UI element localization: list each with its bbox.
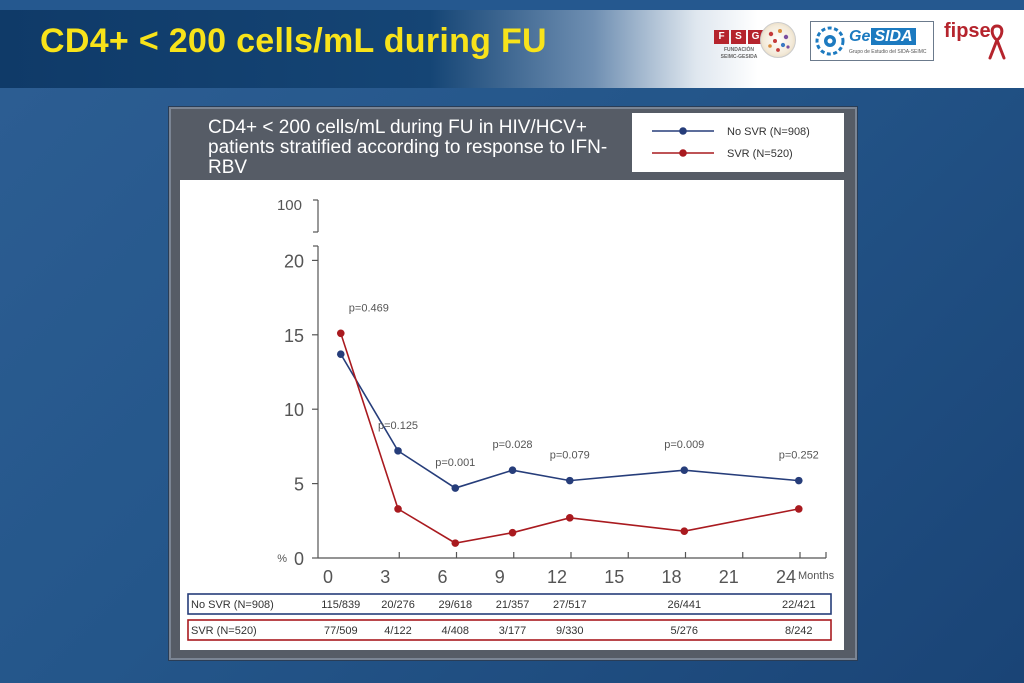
fsg-subtitle-2: SEIMC-GESIDA <box>720 54 758 60</box>
x-tick-label: 24 <box>776 567 796 587</box>
data-point-no-svr <box>565 476 574 485</box>
x-tick-label: 21 <box>719 567 739 587</box>
fsg-emblem-icon <box>760 22 796 58</box>
data-point-no-svr <box>680 466 689 475</box>
legend-box <box>632 113 844 172</box>
p-value-label: p=0.252 <box>779 450 819 462</box>
chart-title: CD4+ < 200 cells/mL during FU in HIV/HCV… <box>208 117 608 178</box>
data-point-svr <box>794 505 803 513</box>
table-cell: 5/276 <box>671 625 699 637</box>
fsg-letter-f: F <box>714 30 729 44</box>
p-value-label: p=0.079 <box>550 450 590 462</box>
fipse-wordmark: fipse <box>944 20 991 42</box>
fsg-subtitle-1: FUNDACIÓN <box>724 47 754 53</box>
data-point-svr <box>336 329 345 338</box>
table-row-label: No SVR (N=908) <box>191 599 274 611</box>
gesida-ge: Ge <box>849 28 871 45</box>
y-axis-label: % <box>277 553 287 565</box>
title-bar-strip <box>0 0 1024 10</box>
data-point-no-svr <box>394 447 402 455</box>
x-tick-label: 18 <box>661 567 681 587</box>
table-cell: 29/618 <box>438 599 472 611</box>
data-point-no-svr <box>336 350 345 358</box>
table-row-label: SVR (N=520) <box>191 625 257 637</box>
slide-title: CD4+ < 200 cells/mL during FU <box>40 22 547 60</box>
table-row-no-svr <box>187 593 832 615</box>
fsg-letter-g: G <box>748 30 763 44</box>
table-cell: 77/509 <box>324 625 358 637</box>
table-cell: 4/408 <box>442 625 470 637</box>
data-point-no-svr <box>794 476 803 485</box>
data-point-svr <box>451 539 460 547</box>
fipse-logo: fipse <box>944 18 1008 62</box>
y-tick-label: 100 <box>277 197 302 214</box>
fsg-logo: F S G FUNDACIÓN SEIMC-GESIDA <box>714 20 796 62</box>
x-tick-label: 3 <box>380 567 390 587</box>
p-value-label: p=0.009 <box>664 439 704 451</box>
y-tick-label: 5 <box>294 475 304 495</box>
x-axis-label: Months <box>798 570 835 582</box>
fsg-letter-s: S <box>731 30 746 44</box>
x-tick-label: 6 <box>437 567 447 587</box>
data-point-no-svr <box>508 466 517 475</box>
gesida-sida: SIDA <box>871 28 916 45</box>
table-cell: 27/517 <box>553 599 587 611</box>
p-value-label: p=0.028 <box>492 439 532 451</box>
table-cell: 22/421 <box>782 599 816 611</box>
table-cell: 20/276 <box>381 599 415 611</box>
table-row-svr <box>187 619 832 641</box>
gesida-emblem-icon <box>815 26 845 56</box>
y-tick-label: 15 <box>284 326 304 346</box>
legend-marker-svr <box>679 149 687 157</box>
p-value-label: p=0.469 <box>349 302 389 314</box>
p-value-label: p=0.125 <box>378 420 418 432</box>
table-cell: 4/122 <box>384 625 412 637</box>
p-value-label: p=0.001 <box>435 457 475 469</box>
gesida-wordmark: Ge SIDA <box>849 28 916 46</box>
table-cell: 26/441 <box>667 599 701 611</box>
x-tick-label: 9 <box>495 567 505 587</box>
gesida-logo: Ge SIDA Grupo de Estudio del SIDA-SEIMC <box>810 21 934 61</box>
table-cell: 21/357 <box>496 599 530 611</box>
x-tick-label: 0 <box>323 567 333 587</box>
data-point-svr <box>394 505 402 513</box>
data-point-no-svr <box>451 484 460 492</box>
y-tick-label: 0 <box>294 549 304 569</box>
y-tick-label: 20 <box>284 251 304 271</box>
title-bar: CD4+ < 200 cells/mL during FU F S G FUND… <box>0 0 1024 88</box>
data-point-svr <box>508 528 517 537</box>
red-ribbon-icon <box>988 24 1006 60</box>
series-line-svr <box>340 333 799 544</box>
legend-label: SVR (N=520) <box>727 148 793 160</box>
table-cell: 115/839 <box>321 599 360 611</box>
x-tick-label: 12 <box>547 567 567 587</box>
chart-plot-background <box>180 180 844 650</box>
x-tick-label: 15 <box>604 567 624 587</box>
legend-label: No SVR (N=908) <box>727 126 810 138</box>
legend-marker-no-svr <box>679 127 687 135</box>
data-point-svr <box>565 514 574 522</box>
table-cell: 8/242 <box>785 625 813 637</box>
table-cell: 3/177 <box>499 625 527 637</box>
data-point-svr <box>680 527 689 536</box>
gesida-subtitle: Grupo de Estudio del SIDA-SEIMC <box>849 49 927 55</box>
y-tick-label: 10 <box>284 400 304 420</box>
table-cell: 9/330 <box>556 625 584 637</box>
